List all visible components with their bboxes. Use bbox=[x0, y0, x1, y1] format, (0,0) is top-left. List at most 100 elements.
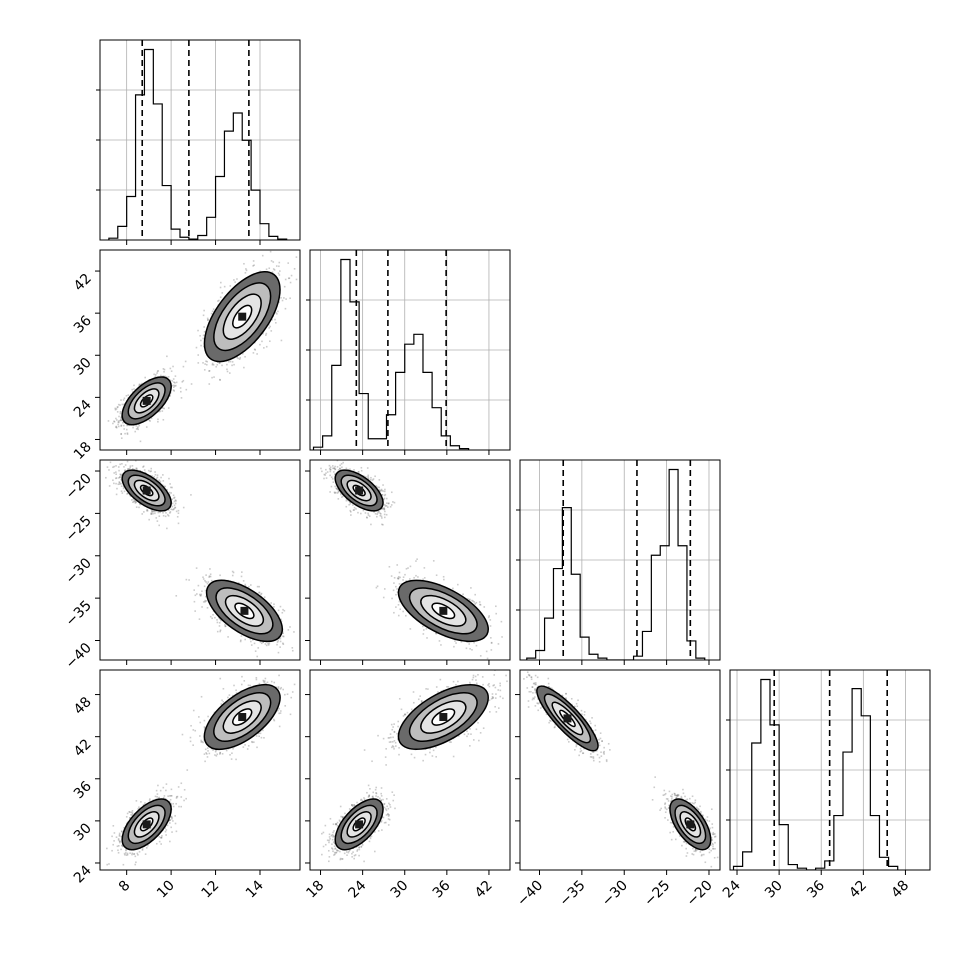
x-tick-label: −20 bbox=[684, 878, 716, 910]
x-tick-label: 42 bbox=[472, 878, 496, 902]
x-tick-label: 10 bbox=[154, 878, 178, 902]
contour-line bbox=[679, 811, 702, 838]
contour-line bbox=[408, 587, 478, 635]
y-tick-label: 36 bbox=[71, 313, 95, 337]
contour-line bbox=[222, 700, 262, 734]
x-tick-label: 36 bbox=[804, 877, 828, 901]
histogram-panel-0 bbox=[100, 40, 300, 240]
histogram-step-2 bbox=[526, 468, 706, 660]
contour-line bbox=[127, 804, 166, 845]
histogram-panel-1 bbox=[310, 250, 510, 450]
contour-line bbox=[232, 708, 253, 726]
x-tick-label: 14 bbox=[243, 877, 267, 901]
y-tick-label: −20 bbox=[63, 471, 95, 503]
contour-line bbox=[127, 474, 166, 507]
y-tick-label: 30 bbox=[71, 820, 95, 844]
density-peak bbox=[439, 606, 448, 615]
contour-line bbox=[121, 376, 172, 426]
density-peak bbox=[439, 713, 448, 722]
x-tick-label: 8 bbox=[116, 878, 134, 896]
x-tick-label: −25 bbox=[641, 878, 673, 910]
density-peak bbox=[238, 312, 247, 321]
contour-line bbox=[133, 811, 160, 838]
panel-frame bbox=[519, 459, 721, 661]
y-tick-label: 42 bbox=[71, 271, 95, 295]
density-peak bbox=[240, 606, 249, 615]
contour-line bbox=[420, 594, 467, 627]
contour-line bbox=[133, 388, 160, 414]
scatter-panel-0-2 bbox=[105, 460, 300, 658]
density-peak bbox=[355, 820, 364, 829]
contour-line bbox=[213, 692, 272, 742]
x-tick-label: −30 bbox=[599, 878, 631, 910]
x-tick-label: −35 bbox=[556, 878, 588, 910]
scatter-panel-2-3 bbox=[523, 671, 719, 868]
contour-line bbox=[127, 382, 166, 420]
histogram-step-0 bbox=[108, 48, 288, 240]
y-tick-label: 30 bbox=[71, 355, 95, 379]
panel-frame bbox=[99, 669, 301, 871]
contour-line bbox=[669, 798, 712, 851]
contour-line bbox=[340, 474, 378, 507]
contour-line bbox=[420, 700, 467, 734]
contour-line bbox=[232, 304, 253, 329]
y-tick-label: −30 bbox=[63, 555, 95, 587]
contour-line bbox=[334, 469, 384, 512]
histogram-panel-2 bbox=[520, 460, 720, 660]
panel-frame bbox=[99, 459, 301, 661]
contour-line bbox=[346, 479, 372, 502]
contour-line bbox=[397, 579, 489, 643]
panel-frame bbox=[99, 249, 301, 451]
y-tick-label: −35 bbox=[63, 598, 95, 630]
contour-line bbox=[431, 602, 456, 620]
contour-line bbox=[215, 587, 274, 635]
contour-line bbox=[222, 293, 262, 340]
x-tick-label: 42 bbox=[846, 878, 870, 902]
contour-line bbox=[121, 798, 172, 851]
contour-line bbox=[203, 271, 281, 363]
x-tick-label: 18 bbox=[303, 878, 327, 902]
x-tick-label: 30 bbox=[762, 878, 786, 902]
contour-line bbox=[674, 804, 707, 845]
y-tick-label: 36 bbox=[71, 778, 95, 802]
density-peak bbox=[142, 486, 151, 495]
y-tick-label: −25 bbox=[63, 513, 95, 545]
y-tick-label: 18 bbox=[71, 439, 95, 463]
scatter-panel-0-3 bbox=[106, 674, 300, 866]
x-tick-label: −40 bbox=[514, 878, 546, 910]
density-peak bbox=[686, 820, 695, 829]
panel-frame bbox=[519, 669, 721, 871]
contour-line bbox=[224, 594, 265, 627]
contour-line bbox=[234, 602, 255, 620]
contour-line bbox=[397, 683, 489, 751]
density-peak bbox=[563, 714, 572, 723]
contour-line bbox=[408, 692, 478, 742]
contour-line bbox=[431, 708, 456, 726]
x-tick-label: 30 bbox=[388, 878, 412, 902]
density-peak bbox=[142, 396, 151, 405]
contour-line bbox=[121, 469, 172, 512]
contour-line bbox=[133, 479, 160, 502]
panel-frame bbox=[309, 249, 511, 451]
y-tick-label: 24 bbox=[71, 397, 95, 421]
contour-line bbox=[203, 683, 281, 751]
contour-line bbox=[346, 811, 372, 838]
histogram-step-1 bbox=[312, 258, 470, 450]
contour-line bbox=[543, 693, 592, 744]
density-peak bbox=[355, 486, 364, 495]
y-tick-label: 42 bbox=[71, 736, 95, 760]
histogram-step-3 bbox=[732, 678, 899, 870]
x-tick-label: 48 bbox=[888, 878, 912, 902]
contour-line bbox=[551, 701, 584, 736]
contour-line bbox=[536, 685, 599, 752]
x-tick-label: 12 bbox=[198, 878, 222, 902]
contour-line bbox=[340, 804, 378, 845]
scatter-panel-0-1 bbox=[107, 250, 298, 443]
contour-line bbox=[213, 282, 272, 352]
contour-line bbox=[205, 579, 283, 643]
panel-frame bbox=[309, 459, 511, 661]
panel-frame bbox=[99, 39, 301, 241]
y-tick-label: 24 bbox=[71, 862, 95, 886]
histogram-panel-3 bbox=[730, 670, 930, 870]
